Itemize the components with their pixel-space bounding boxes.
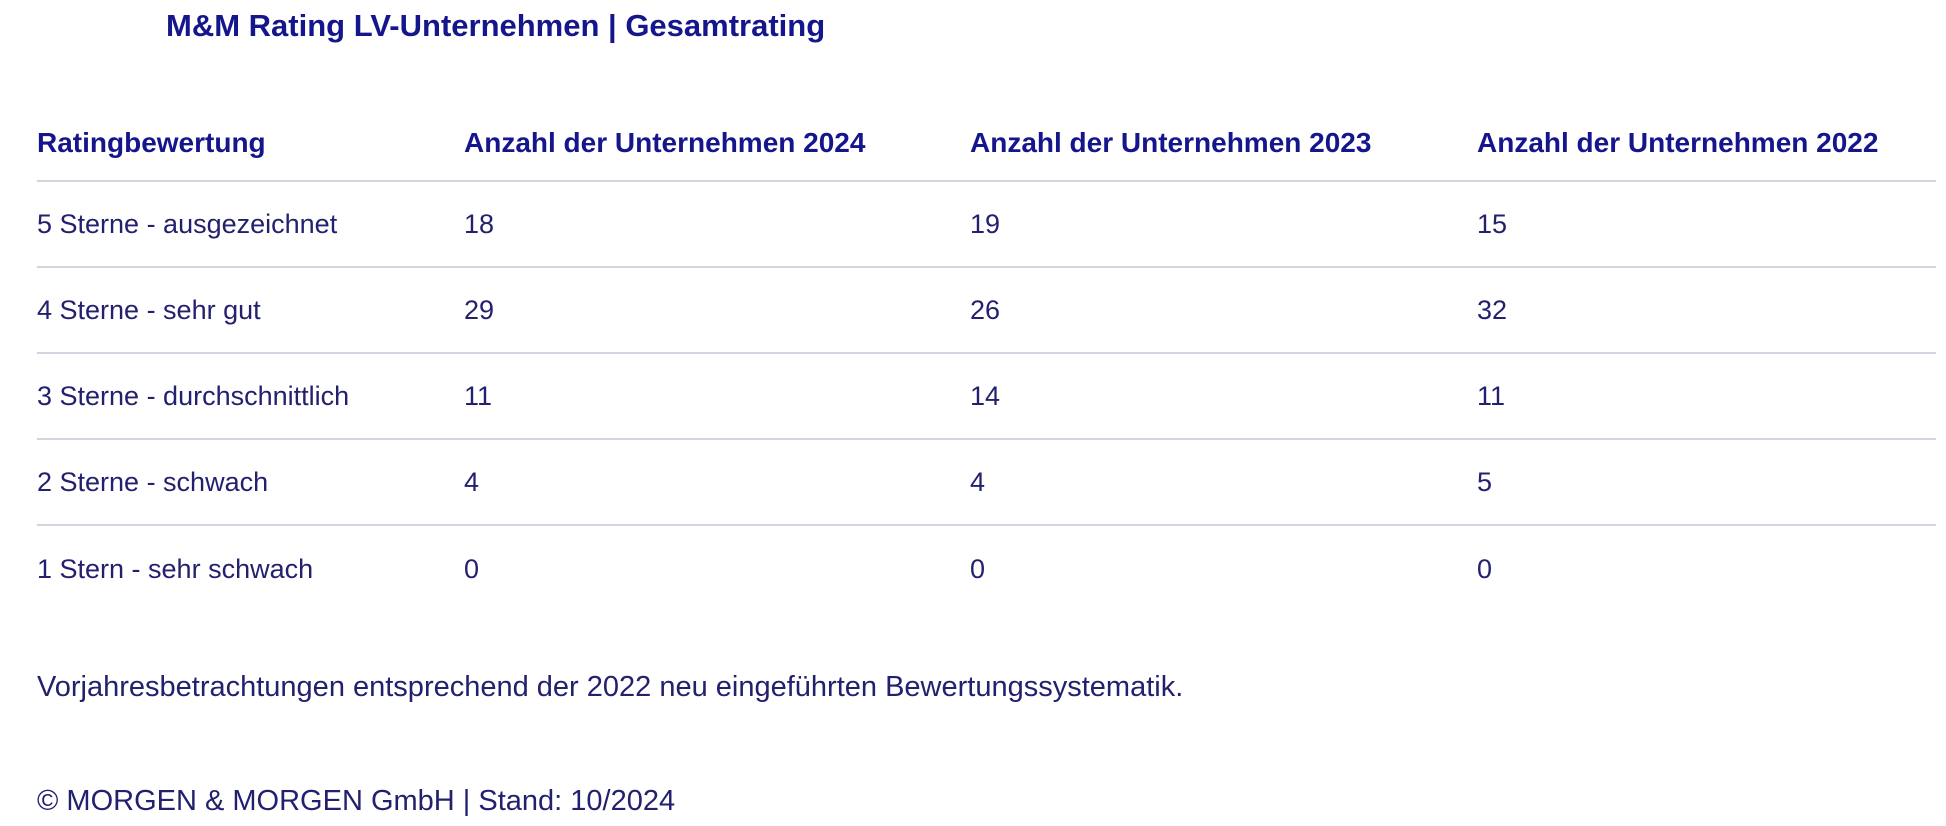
- count-2024-cell: 4: [464, 467, 480, 497]
- rating-label-cell: 2 Sterne - schwach: [37, 467, 269, 497]
- rating-label-cell: 4 Sterne - sehr gut: [37, 295, 261, 325]
- count-2024-cell: 29: [464, 295, 495, 325]
- count-2022-cell: 15: [1477, 209, 1508, 239]
- count-2024-cell: 11: [464, 381, 493, 411]
- column-header-ratingbewertung: Ratingbewertung: [37, 127, 266, 158]
- rating-label-cell: 1 Stern - sehr schwach: [37, 554, 314, 584]
- count-2022-cell: 11: [1477, 381, 1506, 411]
- rating-label-cell: 3 Sterne - durchschnittlich: [37, 381, 350, 411]
- methodology-note: Vorjahresbetrachtungen entsprechend der …: [37, 671, 1184, 703]
- count-2022-cell: 0: [1477, 554, 1493, 584]
- count-2023-cell: 4: [970, 467, 986, 497]
- rating-label-cell: 5 Sterne - ausgezeichnet: [37, 209, 338, 239]
- column-header-anzahl-2023: Anzahl der Unternehmen 2023: [970, 127, 1372, 158]
- count-2022-cell: 5: [1477, 467, 1493, 497]
- copyright-footer: © MORGEN & MORGEN GmbH | Stand: 10/2024: [37, 785, 676, 817]
- count-2023-cell: 0: [970, 554, 986, 584]
- table-row: 3 Sterne - durchschnittlich 11 14 11: [37, 354, 1936, 440]
- table-row: 2 Sterne - schwach 4 4 5: [37, 440, 1936, 526]
- count-2024-cell: 0: [464, 554, 480, 584]
- table-header-row: Ratingbewertung Anzahl der Unternehmen 2…: [37, 126, 1936, 182]
- count-2023-cell: 19: [970, 209, 1001, 239]
- table-row: 5 Sterne - ausgezeichnet 18 19 15: [37, 182, 1936, 268]
- count-2023-cell: 14: [970, 381, 1001, 411]
- column-header-anzahl-2024: Anzahl der Unternehmen 2024: [464, 127, 866, 158]
- column-header-anzahl-2022: Anzahl der Unternehmen 2022: [1477, 127, 1879, 158]
- table-row: 4 Sterne - sehr gut 29 26 32: [37, 268, 1936, 354]
- page-title: M&M Rating LV-Unternehmen | Gesamtrating: [166, 8, 826, 43]
- count-2023-cell: 26: [970, 295, 1001, 325]
- count-2022-cell: 32: [1477, 295, 1508, 325]
- table-row: 1 Stern - sehr schwach 0 0 0: [37, 526, 1936, 612]
- count-2024-cell: 18: [464, 209, 495, 239]
- rating-table: Ratingbewertung Anzahl der Unternehmen 2…: [37, 126, 1936, 612]
